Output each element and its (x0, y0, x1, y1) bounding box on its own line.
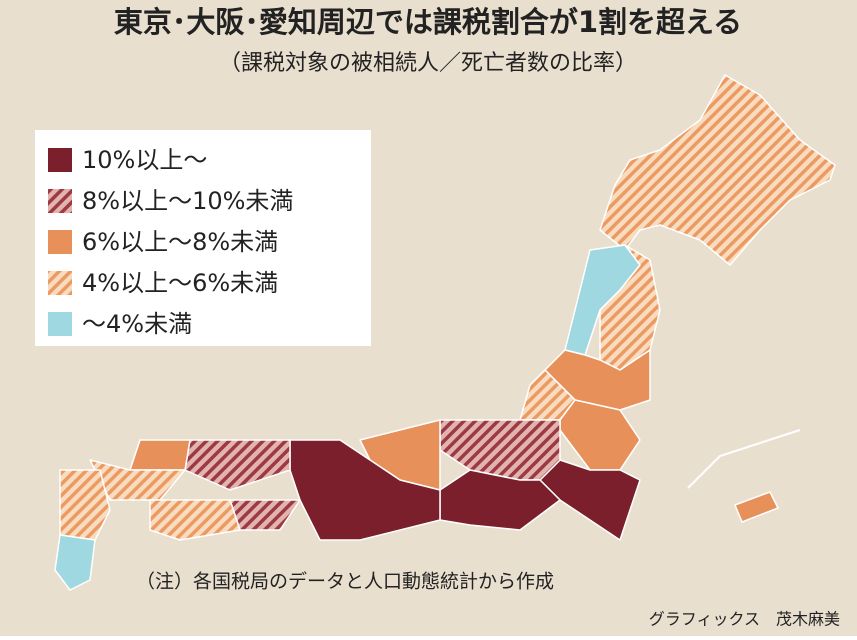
map (54, 74, 836, 591)
legend-swatch (48, 271, 72, 295)
inset-border (687, 429, 801, 489)
region (59, 469, 111, 541)
region (54, 534, 96, 591)
legend-swatch (48, 148, 72, 172)
legend-label: 4%以上～6%未満 (82, 269, 278, 297)
legend: 10%以上～ 8%以上～10%未満 6%以上～8%未満 4%以上～6%未満 ～4%未満 (48, 146, 293, 338)
legend-label: 6%以上～8%未満 (82, 228, 278, 256)
legend-label: 8%以上～10%未満 (82, 187, 293, 215)
subtitle: （課税対象の被相続人／死亡者数の比率） (219, 51, 637, 76)
region (129, 439, 191, 471)
legend-label: 10%以上～ (82, 146, 207, 174)
region (89, 459, 186, 501)
legend-box (35, 130, 371, 346)
legend-swatch (48, 312, 72, 336)
region (734, 491, 779, 523)
note: （注）各国税局のデータと人口動態統計から作成 (136, 571, 554, 593)
region (439, 419, 561, 481)
region (289, 439, 441, 541)
credit: グラフィックス 茂木麻美 (649, 610, 840, 629)
legend-label: ～4%未満 (82, 310, 192, 338)
region (599, 74, 836, 266)
title: 東京･大阪･愛知周辺では課税割合が1割を超える (114, 5, 742, 39)
region (149, 499, 241, 541)
legend-swatch (48, 189, 72, 213)
legend-swatch (48, 230, 72, 254)
